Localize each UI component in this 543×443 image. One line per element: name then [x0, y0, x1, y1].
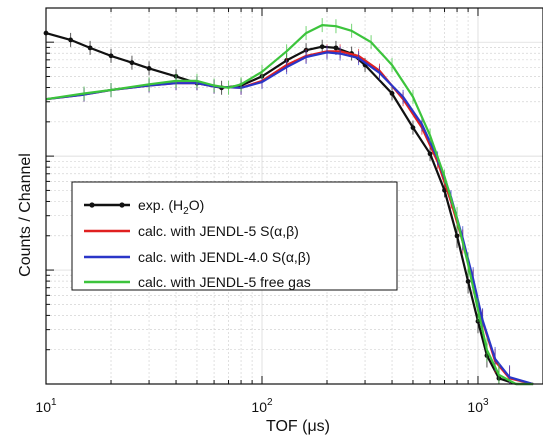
- data-point: [319, 44, 325, 50]
- legend: exp. (H2O) calc. with JENDL-5 S(α,β) calc.…: [71, 181, 398, 291]
- x-axis-label: TOF (μs): [266, 418, 330, 435]
- series-line: [45, 24, 534, 386]
- legend-label: calc. with JENDL-5 S(α,β): [138, 223, 299, 239]
- plot-frame: [45, 7, 543, 385]
- y-axis-label: Counts / Channel: [17, 153, 34, 277]
- data-point: [465, 279, 471, 284]
- legend-label: exp. (H2O): [138, 197, 204, 217]
- x-tick-label: 103: [467, 397, 489, 415]
- legend-marker: [89, 202, 95, 208]
- series-line: [45, 32, 534, 386]
- legend-label: calc. with JENDL-4.0 S(α,β): [138, 249, 311, 265]
- ticks: 101 102 103: [35, 8, 543, 415]
- data-point: [454, 233, 460, 239]
- legend-label: calc. with JENDL-5 free gas: [138, 274, 311, 290]
- data-point: [68, 37, 74, 43]
- legend-box: [71, 181, 398, 291]
- data-point: [427, 151, 433, 157]
- legend-marker: [119, 202, 125, 208]
- data-point: [108, 53, 114, 59]
- data-point: [129, 60, 135, 66]
- data-point: [389, 91, 395, 96]
- x-tick-label: 102: [251, 397, 273, 415]
- data-point: [410, 125, 416, 131]
- x-tick-label: 101: [35, 397, 57, 415]
- data-point: [333, 45, 339, 51]
- data-point: [146, 65, 152, 71]
- data-point: [87, 45, 93, 51]
